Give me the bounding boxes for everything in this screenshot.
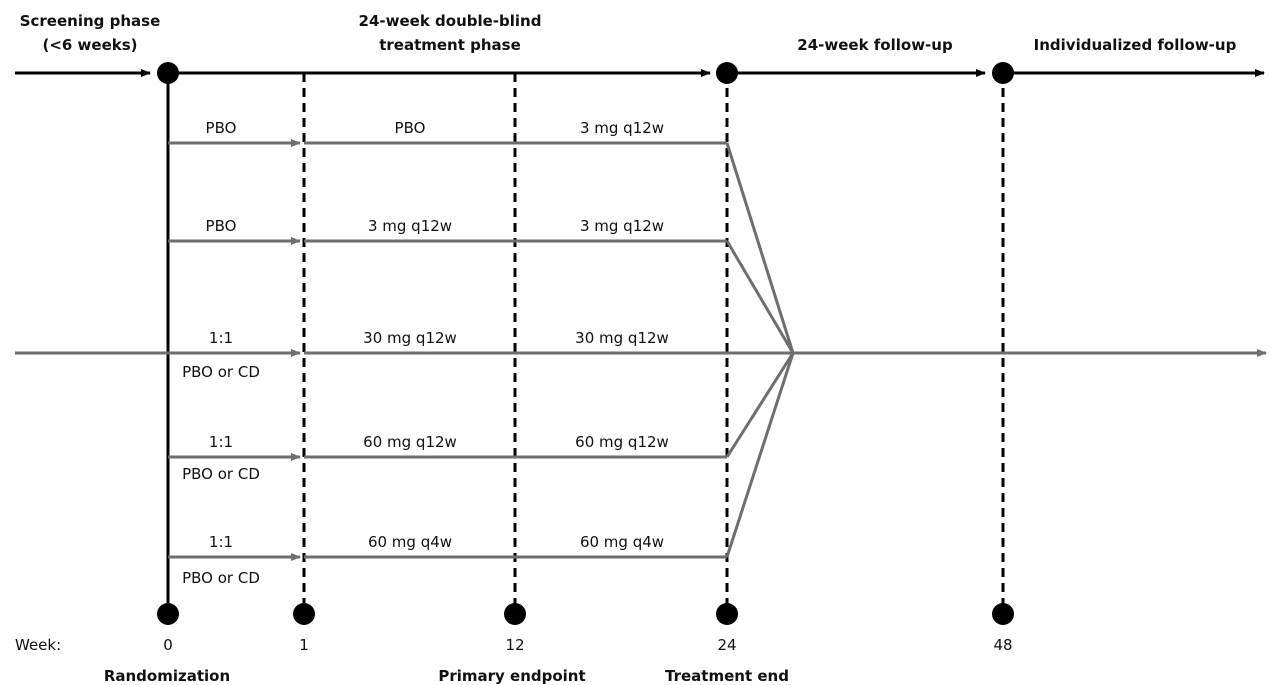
arm-5-start-ratio: 1:1 bbox=[209, 533, 233, 551]
week-1-label: 1 bbox=[299, 636, 309, 654]
arm-4-seg1-label: 60 mg q12w bbox=[363, 433, 457, 451]
arm-1-seg1-label: PBO bbox=[395, 119, 426, 137]
arm-2-seg2-label: 3 mg q12w bbox=[580, 217, 664, 235]
week-1-dot bbox=[293, 603, 315, 625]
week-0-dot bbox=[157, 603, 179, 625]
arm-5-start-alt: PBO or CD bbox=[182, 569, 260, 587]
week-48-dot bbox=[992, 603, 1014, 625]
arm-4-start-alt: PBO or CD bbox=[182, 465, 260, 483]
arm-4-seg2-label: 60 mg q12w bbox=[575, 433, 669, 451]
arm-3-start-ratio: 1:1 bbox=[209, 329, 233, 347]
arm-2-converge bbox=[725, 240, 795, 354]
screening-phase-label: Screening phase bbox=[20, 12, 161, 30]
week-0-top-dot bbox=[157, 62, 179, 84]
arm-5-seg2-label: 60 mg q4w bbox=[580, 533, 664, 551]
arm-1-converge bbox=[725, 142, 795, 354]
arm-1-seg2-label: 3 mg q12w bbox=[580, 119, 664, 137]
arm-5-converge bbox=[725, 352, 795, 558]
arm-4-converge bbox=[725, 352, 795, 458]
week-48-top-dot bbox=[992, 62, 1014, 84]
arm-1 bbox=[168, 139, 795, 354]
arm-3-seg1-label: 30 mg q12w bbox=[363, 329, 457, 347]
arm-4-start-ratio: 1:1 bbox=[209, 433, 233, 451]
week-axis-label: Week: bbox=[15, 636, 61, 654]
primary-endpoint-label: Primary endpoint bbox=[438, 667, 585, 685]
arm-3-seg2-label: 30 mg q12w bbox=[575, 329, 669, 347]
followup-phase-label: 24-week follow-up bbox=[797, 36, 953, 54]
week-48-label: 48 bbox=[993, 636, 1012, 654]
week-24-top-dot bbox=[716, 62, 738, 84]
arm-5 bbox=[168, 352, 795, 561]
week-24-dot bbox=[716, 603, 738, 625]
screening-duration-label: (<6 weeks) bbox=[42, 36, 137, 54]
individualized-followup-label: Individualized follow-up bbox=[1034, 36, 1237, 54]
week-12-dot bbox=[504, 603, 526, 625]
randomization-label: Randomization bbox=[104, 667, 230, 685]
week-24-label: 24 bbox=[717, 636, 736, 654]
treatment-phase-label: 24-week double-blind bbox=[359, 12, 542, 30]
arm-5-seg1-label: 60 mg q4w bbox=[368, 533, 452, 551]
week-12-label: 12 bbox=[505, 636, 524, 654]
arm-1-start-label: PBO bbox=[206, 119, 237, 137]
arm-2-start-label: PBO bbox=[206, 217, 237, 235]
treatment-end-label: Treatment end bbox=[665, 667, 789, 685]
arm-4 bbox=[168, 352, 795, 461]
arm-2-seg1-label: 3 mg q12w bbox=[368, 217, 452, 235]
treatment-phase-label-2: treatment phase bbox=[379, 36, 521, 54]
arm-2 bbox=[168, 237, 795, 354]
week-0-label: 0 bbox=[163, 636, 173, 654]
arm-3-start-alt: PBO or CD bbox=[182, 363, 260, 381]
